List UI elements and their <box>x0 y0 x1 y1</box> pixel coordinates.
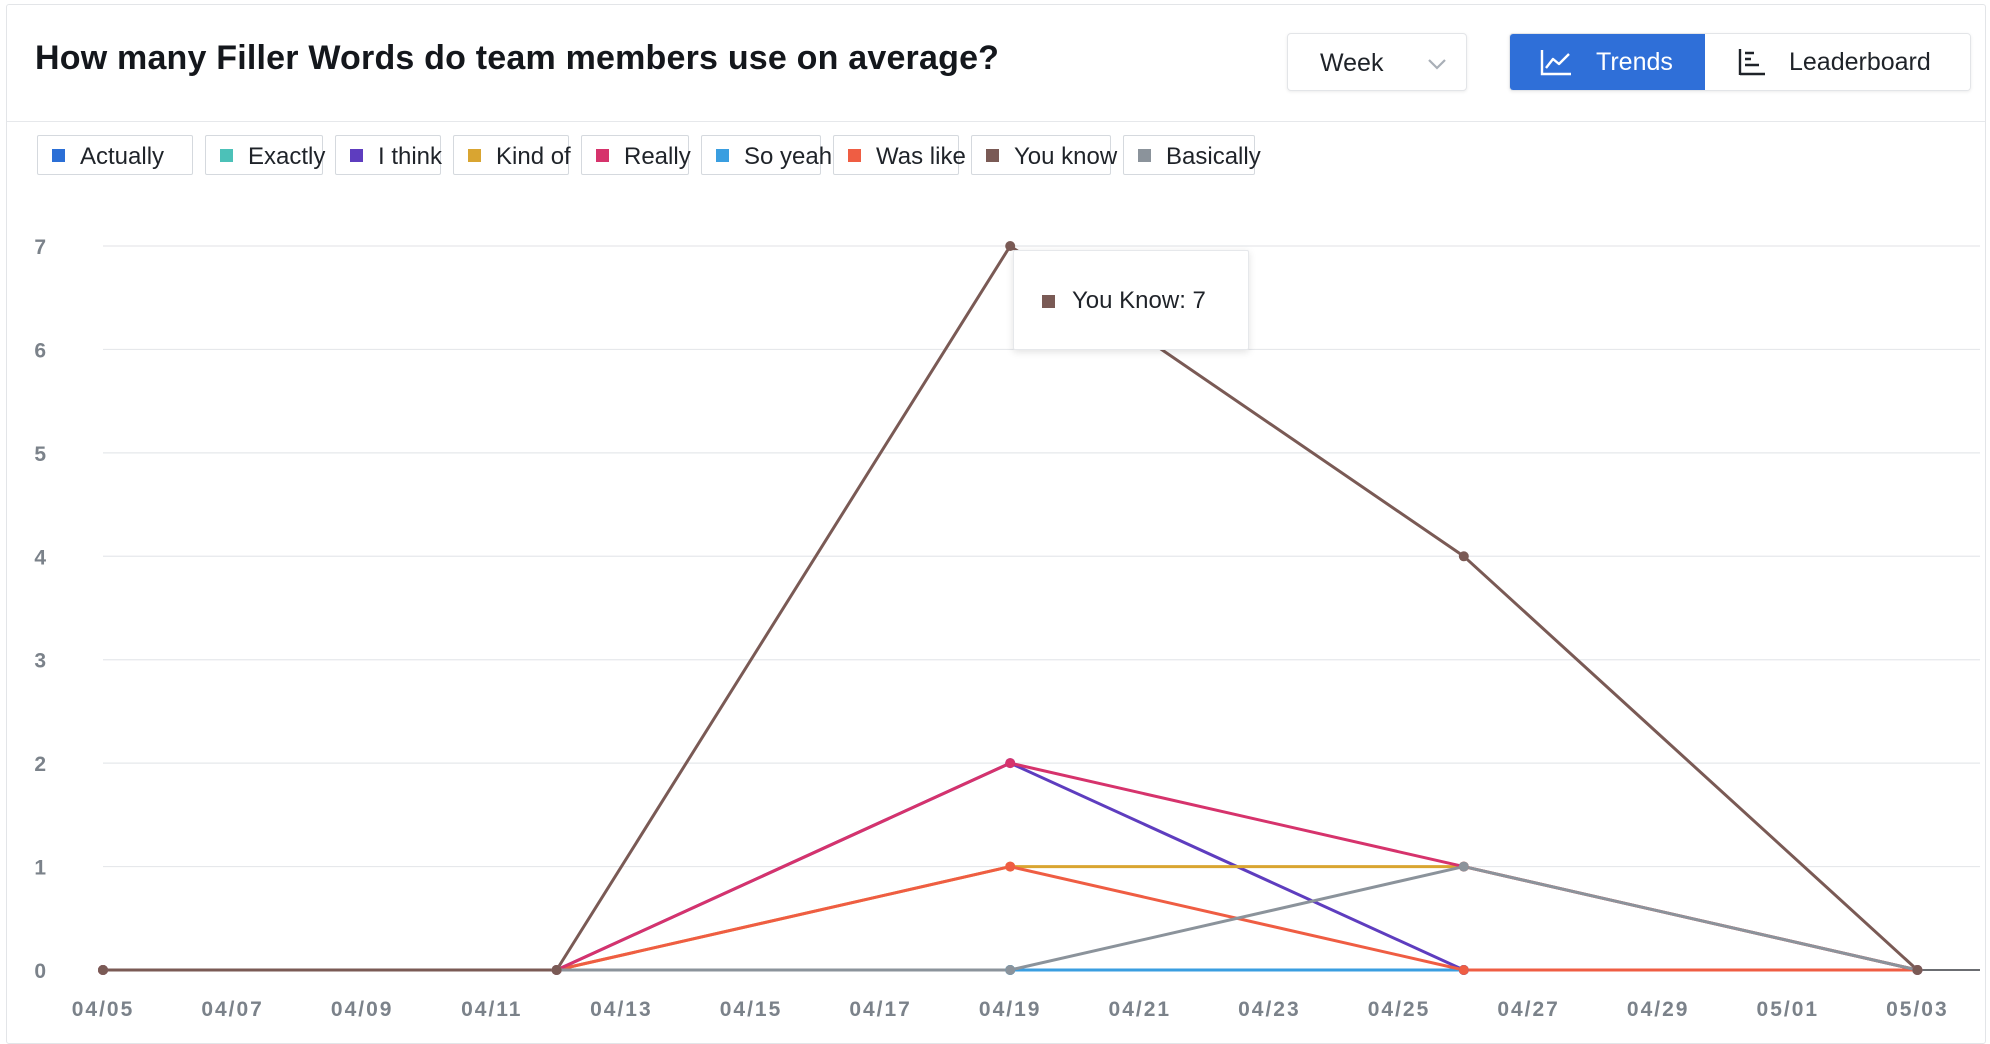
data-point-you-know <box>551 965 562 975</box>
y-tick-label: 3 <box>34 650 46 673</box>
x-tick-label: 04/15 <box>720 998 783 1021</box>
chart-tooltip: You Know: 7 <box>1013 250 1249 350</box>
y-tick-label: 7 <box>34 236 46 259</box>
data-point-basically <box>1005 965 1016 975</box>
y-tick-label: 0 <box>34 960 46 983</box>
legend-label: Basically <box>1166 143 1261 170</box>
x-tick-label: 04/29 <box>1627 998 1690 1021</box>
tooltip-value: 7 <box>1192 287 1206 314</box>
x-tick-label: 04/21 <box>1109 998 1172 1021</box>
data-point-you-know <box>98 965 108 975</box>
legend-swatch <box>220 149 233 162</box>
legend-swatch <box>848 149 861 162</box>
series-line-basically <box>103 865 1918 972</box>
y-tick-label: 2 <box>34 753 46 776</box>
legend-label: Actually <box>80 143 165 170</box>
x-tick-label: 04/05 <box>72 998 135 1021</box>
view-toggle: Trends Leaderboard <box>1509 33 1971 91</box>
legend-item-actually[interactable]: Actually <box>37 135 193 175</box>
legend-item-i-think[interactable]: I think <box>335 135 443 175</box>
legend-label: I think <box>378 143 443 170</box>
x-tick-label: 05/01 <box>1757 998 1820 1021</box>
legend-item-you-know[interactable]: You know <box>971 135 1117 175</box>
data-point-you-know <box>1005 241 1016 251</box>
y-tick-label: 1 <box>34 857 46 880</box>
series-line-was-like <box>103 865 1918 972</box>
legend-label: So yeah <box>744 143 833 170</box>
data-point-you-know <box>1458 551 1469 562</box>
legend-item-really[interactable]: Really <box>581 135 691 175</box>
line-chart-icon <box>1540 50 1571 76</box>
legend-label: Was like <box>876 143 966 170</box>
legend-swatch <box>52 149 65 162</box>
tab-leaderboard[interactable]: Leaderboard <box>1705 34 1970 90</box>
x-tick-label: 04/09 <box>331 998 394 1021</box>
tooltip-text: You Know: 7 <box>1072 287 1206 315</box>
legend-swatch <box>986 149 999 162</box>
legend-item-was-like[interactable]: Was like <box>833 135 966 175</box>
period-select-value: Week <box>1320 49 1384 77</box>
x-tick-label: 04/19 <box>979 998 1042 1021</box>
chevron-down-icon <box>1428 59 1446 70</box>
y-tick-label: 6 <box>34 339 46 362</box>
x-tick-label: 04/07 <box>201 998 264 1021</box>
legend-swatch <box>716 149 729 162</box>
data-point-was-like <box>1458 965 1469 975</box>
x-tick-label: 04/27 <box>1497 998 1560 1021</box>
legend-swatch <box>468 149 481 162</box>
series-line-you-know <box>103 244 1919 972</box>
legend-swatch <box>1138 149 1151 162</box>
series-line-kind-of <box>103 865 1918 972</box>
card-header: How many Filler Words do team members us… <box>7 5 1985 122</box>
data-point-was-like <box>1005 861 1016 872</box>
y-tick-label: 5 <box>34 443 46 466</box>
chart-title: How many Filler Words do team members us… <box>35 39 1000 77</box>
leaderboard-icon <box>1738 49 1765 76</box>
y-tick-label: 4 <box>34 546 46 569</box>
legend-label: Kind of <box>496 143 571 170</box>
x-tick-label: 04/11 <box>461 998 522 1021</box>
tab-leaderboard-label: Leaderboard <box>1789 48 1931 76</box>
x-tick-label: 05/03 <box>1886 998 1949 1021</box>
tooltip-label: You Know: <box>1072 287 1186 314</box>
legend-swatch <box>350 149 363 162</box>
tooltip-swatch <box>1042 295 1055 308</box>
data-point-basically <box>1458 861 1469 872</box>
x-tick-label: 04/25 <box>1368 998 1431 1021</box>
x-tick-label: 04/13 <box>590 998 653 1021</box>
legend-item-so-yeah[interactable]: So yeah <box>701 135 832 175</box>
legend-label: Really <box>624 143 691 170</box>
data-point-you-know <box>1912 965 1923 975</box>
legend-item-exactly[interactable]: Exactly <box>205 135 326 175</box>
tab-trends-label: Trends <box>1596 48 1673 76</box>
data-point-really <box>1005 758 1016 769</box>
x-tick-label: 04/23 <box>1238 998 1301 1021</box>
legend-item-kind-of[interactable]: Kind of <box>453 135 571 175</box>
period-select[interactable]: Week <box>1287 33 1467 91</box>
legend-label: Exactly <box>248 143 326 170</box>
legend-swatch <box>596 149 609 162</box>
legend-item-basically[interactable]: Basically <box>1123 135 1261 175</box>
tab-trends[interactable]: Trends <box>1510 34 1705 90</box>
x-tick-label: 04/17 <box>849 998 912 1021</box>
legend-label: You know <box>1014 143 1118 170</box>
